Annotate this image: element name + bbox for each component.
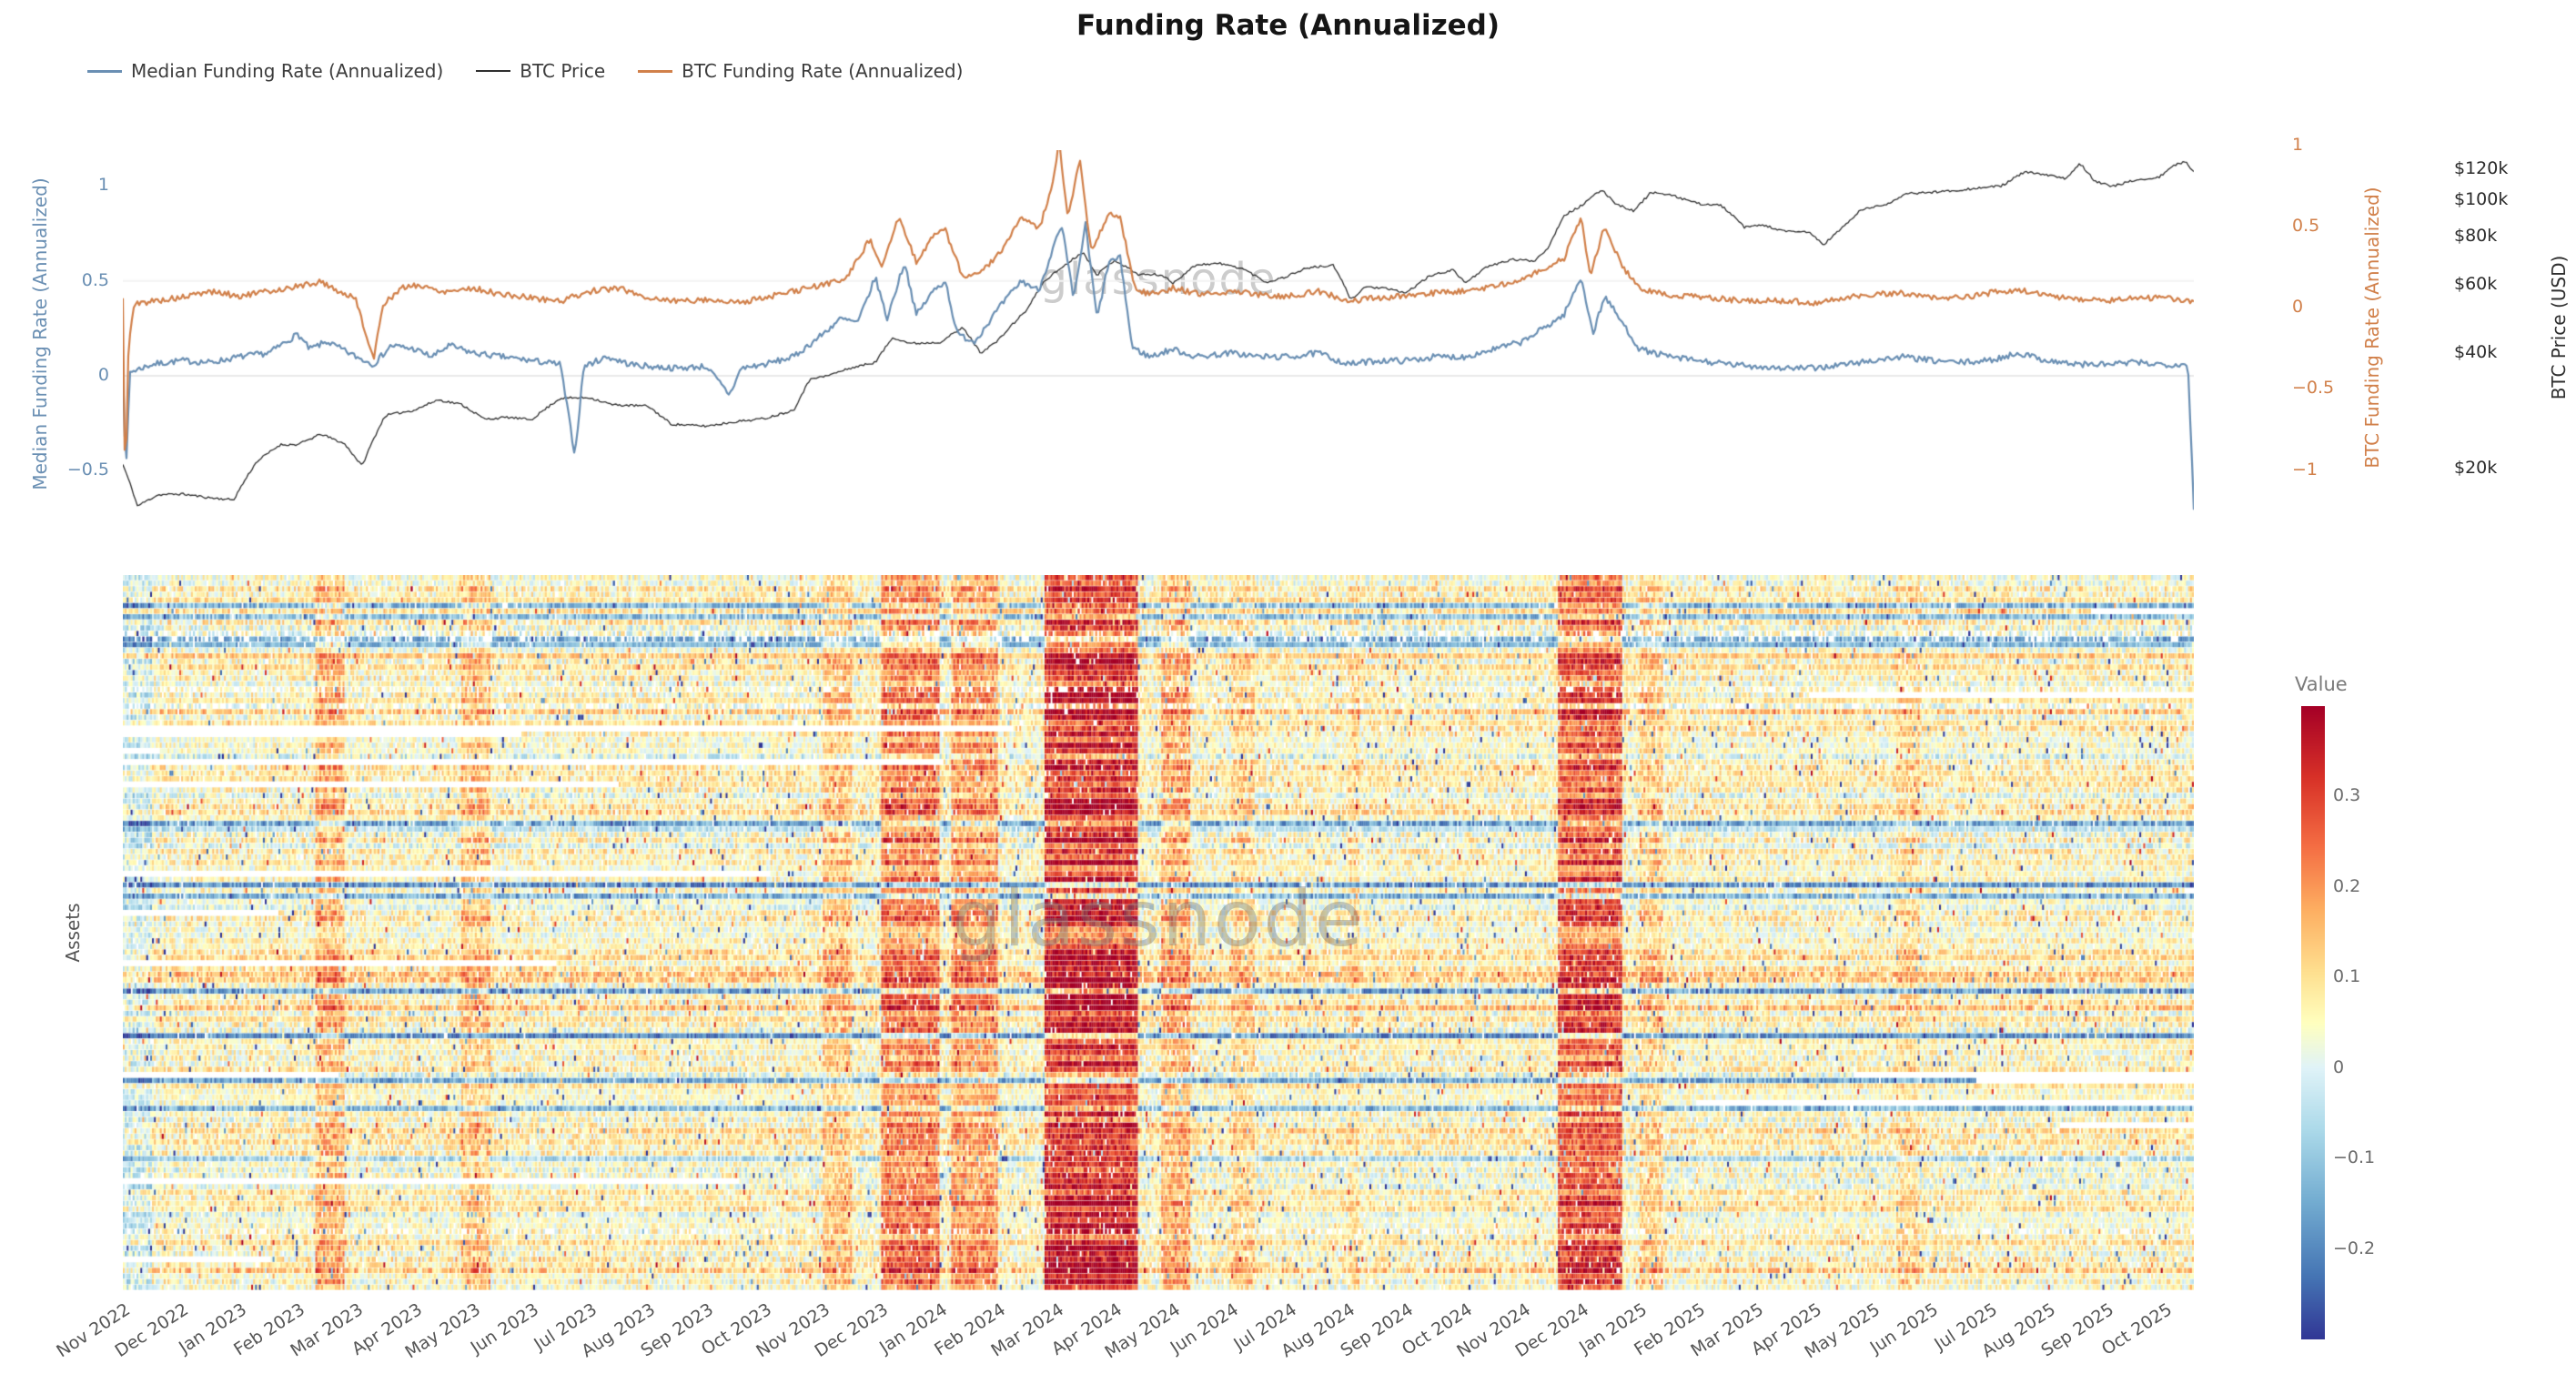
btc-funding-axis-tick: −1 bbox=[2292, 459, 2318, 480]
btc-price-axis-tick: $100k bbox=[2454, 188, 2509, 209]
legend-label: BTC Price bbox=[520, 60, 606, 82]
btc-funding-axis-title: BTC Funding Rate (Annualized) bbox=[2361, 187, 2383, 469]
legend-line-swatch bbox=[638, 69, 673, 73]
btc-funding-axis-tick: 0.5 bbox=[2292, 215, 2320, 236]
assets-axis-title: Assets bbox=[62, 903, 84, 963]
btc-price-axis-tick: $80k bbox=[2454, 226, 2498, 247]
left-axis-title: Median Funding Rate (Annualized) bbox=[29, 177, 51, 490]
legend-line-swatch bbox=[87, 69, 122, 73]
legend: Median Funding Rate (Annualized) BTC Pric… bbox=[87, 60, 963, 82]
btc-price-axis-tick: $60k bbox=[2454, 274, 2498, 295]
legend-item-2[interactable]: BTC Funding Rate (Annualized) bbox=[638, 60, 963, 82]
colorbar-tick: −0.1 bbox=[2333, 1147, 2376, 1168]
left-axis-tick: 0.5 bbox=[81, 269, 109, 290]
btc-funding-axis-tick: −0.5 bbox=[2292, 378, 2335, 399]
btc-price-axis-tick: $40k bbox=[2454, 341, 2498, 362]
assets-funding-heatmap[interactable] bbox=[123, 575, 2194, 1290]
btc-funding-axis-tick: 1 bbox=[2292, 134, 2304, 155]
chart-title: Funding Rate (Annualized) bbox=[1076, 9, 1500, 42]
colorbar-tick: −0.2 bbox=[2333, 1238, 2376, 1258]
colorbar-tick: 0.3 bbox=[2333, 785, 2361, 806]
colorbar-title: Value bbox=[2295, 673, 2348, 695]
left-axis-tick: 0 bbox=[97, 365, 109, 385]
colorbar-tick: 0 bbox=[2333, 1056, 2345, 1077]
btc-funding-axis-tick: 0 bbox=[2292, 297, 2304, 317]
legend-item-1[interactable]: BTC Price bbox=[476, 60, 605, 82]
legend-line-swatch bbox=[476, 70, 511, 72]
left-axis-tick: 1 bbox=[97, 175, 109, 196]
btc-price-axis-tick: $120k bbox=[2454, 158, 2509, 178]
left-axis-tick: −0.5 bbox=[66, 460, 109, 480]
legend-label: Median Funding Rate (Annualized) bbox=[131, 60, 444, 82]
funding-rate-line-chart[interactable] bbox=[123, 150, 2194, 519]
legend-label: BTC Funding Rate (Annualized) bbox=[682, 60, 964, 82]
btc-price-axis-tick: $20k bbox=[2454, 458, 2498, 479]
colorbar-tick: 0.1 bbox=[2333, 966, 2361, 987]
legend-item-0[interactable]: Median Funding Rate (Annualized) bbox=[87, 60, 443, 82]
btc-price-axis-title: BTC Price (USD) bbox=[2548, 255, 2570, 400]
colorbar-gradient bbox=[2301, 706, 2325, 1339]
colorbar-tick: 0.2 bbox=[2333, 875, 2361, 896]
